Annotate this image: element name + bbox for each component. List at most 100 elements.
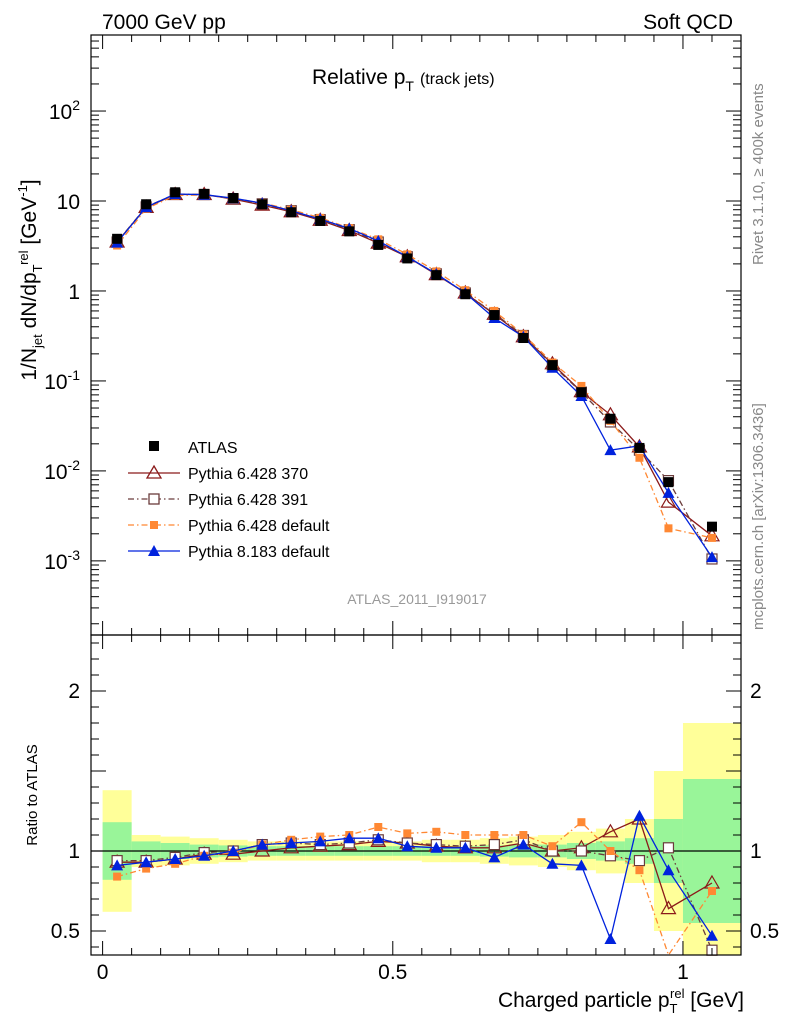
ratio-p8-point bbox=[546, 857, 559, 869]
ratio-pdef-point bbox=[606, 847, 615, 855]
main-pdef-point bbox=[664, 524, 673, 533]
main-data-point bbox=[286, 207, 297, 218]
main-data-point bbox=[518, 333, 529, 344]
ratio-p8-point bbox=[430, 841, 443, 853]
ratio-frame bbox=[90, 634, 742, 956]
ratio-p8-point bbox=[488, 851, 501, 863]
y-tick-label: 102 bbox=[49, 97, 80, 124]
main-ylabel-exp: -1 bbox=[15, 185, 30, 197]
ratio-p391-point bbox=[633, 854, 646, 867]
ratio-ylabel: Ratio to ATLAS bbox=[24, 744, 41, 845]
legend-marker-pdef bbox=[150, 521, 158, 529]
legend-item-p391: Pythia 6.428 391 bbox=[128, 492, 308, 509]
ratio-p8-point bbox=[662, 864, 675, 876]
ratio-p391-point bbox=[662, 842, 675, 854]
ratio-p8-point bbox=[401, 840, 414, 852]
legend-label-p391: Pythia 6.428 391 bbox=[188, 492, 308, 509]
main-data-point bbox=[460, 289, 471, 300]
main-data-point bbox=[344, 226, 355, 237]
ratio-p8-point bbox=[169, 853, 182, 864]
main-data-point bbox=[706, 521, 717, 532]
main-data-point bbox=[141, 199, 152, 210]
ratio-pdef-point bbox=[548, 842, 557, 851]
analysis-label: ATLAS_2011_I919017 bbox=[347, 591, 487, 607]
ratio-p8-point bbox=[227, 845, 240, 856]
legend-marker-atlas bbox=[149, 441, 159, 451]
main-ylabel-c: [GeV bbox=[18, 197, 41, 251]
main-ylabel-jet: jet bbox=[30, 334, 45, 349]
ratio-panel bbox=[91, 723, 741, 957]
main-p8-point bbox=[604, 444, 617, 456]
main-data-point bbox=[576, 387, 587, 398]
main-data-point bbox=[199, 188, 210, 199]
header-energy: 7000 GeV pp bbox=[102, 11, 226, 34]
legend-item-atlas: ATLAS bbox=[149, 440, 238, 457]
y-tick-label: 10-2 bbox=[44, 457, 80, 484]
main-data-point bbox=[315, 215, 326, 226]
ratio-p8-point bbox=[633, 809, 646, 821]
legend-label-pdef: Pythia 6.428 default bbox=[188, 518, 330, 535]
legend-item-p8: Pythia 8.183 default bbox=[128, 544, 330, 561]
legend: ATLAS Pythia 6.428 370 Pythia 6.428 391 … bbox=[128, 440, 330, 561]
ratio-pdef-point bbox=[374, 823, 383, 831]
ratio-p8-point bbox=[575, 859, 588, 871]
ratio-pdef-point bbox=[635, 866, 644, 875]
main-data-point bbox=[489, 310, 500, 321]
ratio-p8-point bbox=[343, 832, 356, 844]
y-tick-label: 10 bbox=[57, 191, 80, 214]
ratio-y-tick-label-right: 2 bbox=[750, 680, 762, 703]
ratio-pdef-point bbox=[403, 829, 412, 838]
main-data-point bbox=[373, 239, 384, 250]
ratio-y-tick-label: 1 bbox=[68, 840, 80, 863]
legend-label-p370: Pythia 6.428 370 bbox=[188, 466, 308, 483]
y-tick-label: 1 bbox=[68, 281, 80, 304]
y-tick-label: 10-1 bbox=[44, 367, 80, 394]
x-tick-label: 1 bbox=[677, 961, 689, 984]
ratio-pdef-point bbox=[577, 818, 586, 827]
main-p370-line bbox=[116, 193, 713, 537]
ratio-y-tick-label: 2 bbox=[68, 680, 80, 703]
main-data-point bbox=[431, 270, 442, 281]
ratio-p8-point bbox=[285, 837, 298, 848]
y-tick-label: 10-3 bbox=[44, 547, 80, 574]
rivet-version-label: Rivet 3.1.10, ≥ 400k events bbox=[750, 83, 767, 265]
ratio-p8-point bbox=[517, 838, 530, 850]
ratio-p391-line bbox=[117, 839, 713, 951]
legend-label-p8: Pythia 8.183 default bbox=[188, 544, 330, 561]
ratio-pdef-point bbox=[432, 827, 441, 836]
frames: 0 0.5 1 10-3 10-2 10-1 1 10 102 0.5 0.5 1 1 2 2 bbox=[44, 34, 779, 984]
x-axis-label-a: Charged particle p bbox=[498, 989, 670, 1012]
ratio-p391-point bbox=[488, 838, 500, 851]
main-p8-point bbox=[705, 551, 718, 563]
main-data-point bbox=[663, 477, 674, 488]
x-axis-label: Charged particle pTrel [GeV] bbox=[498, 986, 744, 1016]
ratio-p8-point bbox=[256, 838, 269, 850]
main-ylabel-d: ] bbox=[18, 179, 41, 185]
legend-item-pdef: Pythia 6.428 default bbox=[128, 518, 330, 535]
ratio-pdef-point bbox=[707, 887, 716, 895]
main-data-point bbox=[170, 187, 181, 198]
plot-title-main: Relative p bbox=[312, 66, 405, 89]
main-ylabel-b: dN/dp bbox=[18, 272, 41, 334]
ratio-p370-point bbox=[602, 823, 619, 838]
plot-title-suffix: (track jets) bbox=[420, 71, 495, 88]
main-data-point bbox=[112, 233, 123, 244]
main-panel bbox=[109, 186, 721, 565]
main-p370-point bbox=[660, 493, 677, 508]
ratio-pdef-point bbox=[461, 831, 470, 839]
ratio-p8-point bbox=[198, 849, 211, 861]
ratio-p8-point bbox=[705, 929, 718, 941]
plot-title: Relative pT (track jets) bbox=[312, 66, 495, 94]
main-data-point bbox=[547, 360, 558, 371]
ratio-y-tick-label: 0.5 bbox=[51, 920, 80, 943]
main-data-point bbox=[228, 192, 239, 203]
main-pdef-point bbox=[707, 533, 716, 542]
main-pdef-point bbox=[577, 381, 586, 390]
main-ylabel-a: 1/N bbox=[18, 348, 41, 381]
ratio-y-tick-label-right: 0.5 bbox=[750, 920, 779, 943]
x-tick-label: 0 bbox=[97, 961, 109, 984]
ratio-pdef-point bbox=[490, 831, 499, 839]
ratio-pdef-point bbox=[113, 872, 122, 881]
ratio-pdef-point bbox=[142, 864, 151, 873]
